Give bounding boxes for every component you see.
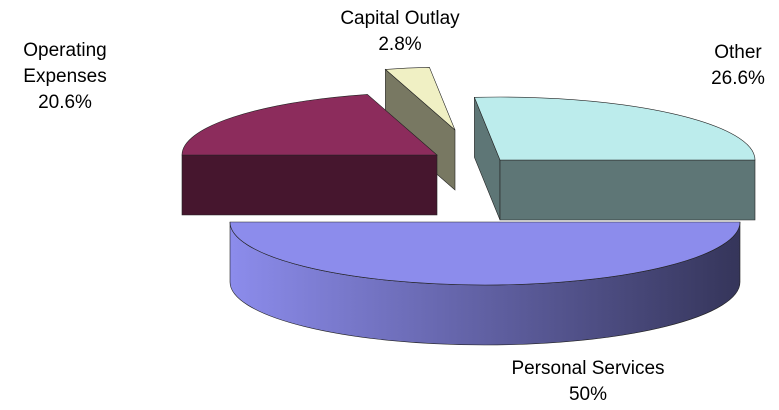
slice [229, 221, 741, 346]
slice-label: Other 26.6% [698, 40, 778, 92]
slice-top [229, 221, 741, 286]
slice [181, 94, 438, 216]
slice-label: Personal Services 50% [478, 356, 698, 408]
slice-top [181, 94, 438, 156]
slice-top [384, 67, 456, 131]
category-label: Personal Services [511, 358, 665, 379]
value-label: 2.8% [378, 34, 422, 55]
slice-label: Capital Outlay 2.8% [320, 6, 480, 58]
category-label: Capital Outlay [340, 8, 460, 29]
slice [384, 67, 456, 191]
category-label: Operating Expenses [23, 40, 107, 87]
value-label: 26.6% [711, 68, 765, 89]
value-label: 50% [568, 384, 608, 405]
slice [473, 96, 756, 221]
slice-top [473, 96, 756, 161]
slice-label: Operating Expenses 20.6% [5, 38, 125, 116]
slice-wall [181, 154, 438, 216]
category-label: Other [714, 42, 762, 63]
slice-wall [499, 159, 756, 221]
value-label: 20.6% [38, 92, 92, 113]
